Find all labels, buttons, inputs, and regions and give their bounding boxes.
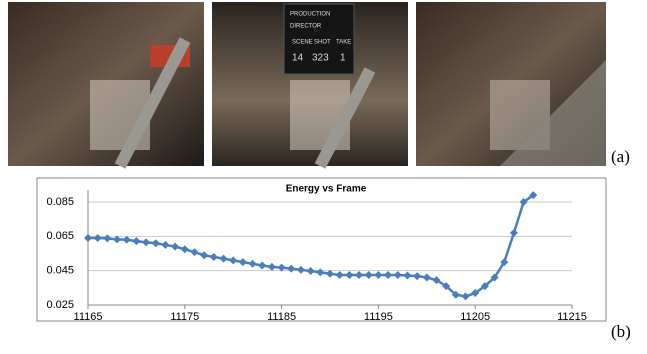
y-tick-label: 0.045 [46, 265, 74, 277]
y-tick-label: 0.065 [46, 230, 74, 242]
frame-2: PRODUCTION DIRECTOR SCENE SHOT TAKE 14 3… [212, 2, 408, 166]
clapboard-text: 323 [312, 53, 329, 64]
clapboard-text: PRODUCTION [290, 12, 330, 18]
frame-1 [8, 2, 204, 166]
y-tick-label: 0.085 [46, 196, 74, 208]
x-tick-label: 11215 [557, 311, 587, 323]
panel-label: (b) [611, 322, 631, 341]
x-tick-label: 11175 [170, 311, 199, 323]
x-tick-label: 11165 [74, 311, 103, 323]
chart-title: Energy vs Frame [286, 184, 367, 195]
clapboard-text: 1 [340, 53, 346, 64]
x-tick-label: 11205 [460, 311, 490, 323]
clapboard-text: 14 [292, 53, 304, 64]
figure: PRODUCTION DIRECTOR SCENE SHOT TAKE 14 3… [0, 0, 647, 349]
y-tick-label: 0.025 [46, 299, 74, 311]
panel-label: (a) [611, 147, 630, 166]
clapboard-text: TAKE [336, 40, 351, 46]
frame-3 [416, 2, 606, 166]
clapboard-text: SHOT [314, 40, 331, 46]
clapboard-text: SCENE [292, 40, 313, 46]
chart-frame [37, 178, 606, 321]
x-tick-label: 11195 [364, 311, 393, 323]
x-tick-label: 11185 [267, 311, 296, 323]
clapboard-text: DIRECTOR [290, 24, 322, 30]
